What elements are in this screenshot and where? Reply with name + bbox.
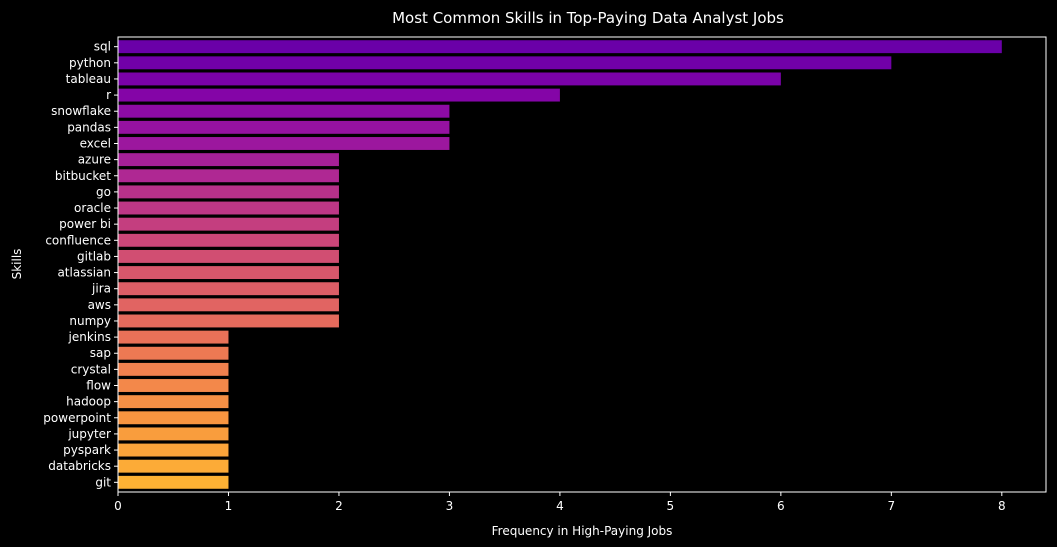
y-tick-label: flow <box>86 379 111 393</box>
y-tick-label: pandas <box>67 120 111 134</box>
x-tick-label: 7 <box>888 499 896 513</box>
plot-frame <box>117 36 1047 493</box>
bar-oracle <box>118 201 339 215</box>
y-tick-label: gitlab <box>77 249 111 263</box>
y-tick-label: bitbucket <box>55 169 111 183</box>
bar-crystal <box>118 362 229 376</box>
y-tick-label: numpy <box>69 314 111 328</box>
y-tick-label: sap <box>90 346 111 360</box>
bar-sap <box>118 346 229 360</box>
y-tick-label: oracle <box>74 201 111 215</box>
x-tick-label: 3 <box>446 499 454 513</box>
bar-aws <box>118 298 339 312</box>
y-tick-label: snowflake <box>51 104 111 118</box>
y-tick-label: jenkins <box>68 330 111 344</box>
bar-flow <box>118 379 229 392</box>
y-tick-label: aws <box>88 298 111 312</box>
bar-databricks <box>118 459 229 473</box>
x-tick-label: 0 <box>114 499 122 513</box>
chart-title: Most Common Skills in Top-Paying Data An… <box>392 9 784 27</box>
bar-excel <box>118 137 450 150</box>
y-tick-label: tableau <box>66 72 111 86</box>
y-tick-label: sql <box>94 40 111 54</box>
bar-sql <box>118 40 1002 54</box>
y-tick-label: power bi <box>59 217 111 231</box>
y-tick-label: pyspark <box>63 443 111 457</box>
bar-hadoop <box>118 395 229 409</box>
bar-gitlab <box>118 249 339 263</box>
bar-numpy <box>118 314 339 328</box>
x-tick-label: 1 <box>225 499 233 513</box>
bars-layer <box>118 40 1002 489</box>
bar-go <box>118 185 339 199</box>
y-axis-ticks: sql python tableau r snowflake pandas excel azu… <box>43 40 118 489</box>
bar-jupyter <box>118 427 229 441</box>
x-tick-label: 5 <box>667 499 675 513</box>
y-tick-label: azure <box>78 153 111 167</box>
bar-pyspark <box>118 443 229 457</box>
y-tick-label: git <box>95 475 111 489</box>
bar-pandas <box>118 120 450 134</box>
y-tick-label: python <box>69 56 111 70</box>
y-tick-label: powerpoint <box>43 411 111 425</box>
y-axis-title: Skills <box>10 249 24 280</box>
bar-r <box>118 88 560 102</box>
y-tick-label: r <box>106 88 111 102</box>
x-axis-title: Frequency in High-Paying Jobs <box>492 524 673 538</box>
y-tick-label: crystal <box>71 362 111 376</box>
bar-power-bi <box>118 217 339 231</box>
bar-powerpoint <box>118 411 229 425</box>
y-tick-label: atlassian <box>57 266 111 280</box>
bar-jira <box>118 282 339 296</box>
axes-frame <box>117 36 1047 493</box>
bar-confluence <box>118 233 339 247</box>
y-tick-label: excel <box>80 136 111 150</box>
x-axis-ticks: 0 1 2 3 4 5 6 7 8 <box>114 492 1006 513</box>
y-tick-label: jupyter <box>67 427 111 441</box>
bar-jenkins <box>118 330 229 344</box>
y-tick-label: databricks <box>48 459 111 473</box>
x-tick-label: 4 <box>556 499 564 513</box>
bar-azure <box>118 153 339 167</box>
y-tick-label: go <box>96 185 111 199</box>
bar-tableau <box>118 72 781 86</box>
y-tick-label: confluence <box>45 233 111 247</box>
y-tick-label: hadoop <box>66 395 111 409</box>
bar-bitbucket <box>118 169 339 183</box>
bar-snowflake <box>118 104 450 118</box>
x-tick-label: 8 <box>998 499 1006 513</box>
bar-atlassian <box>118 266 339 280</box>
bar-git <box>118 475 229 489</box>
bar-python <box>118 56 892 70</box>
x-tick-label: 6 <box>777 499 785 513</box>
y-tick-label: jira <box>91 282 111 296</box>
x-tick-label: 2 <box>335 499 343 513</box>
